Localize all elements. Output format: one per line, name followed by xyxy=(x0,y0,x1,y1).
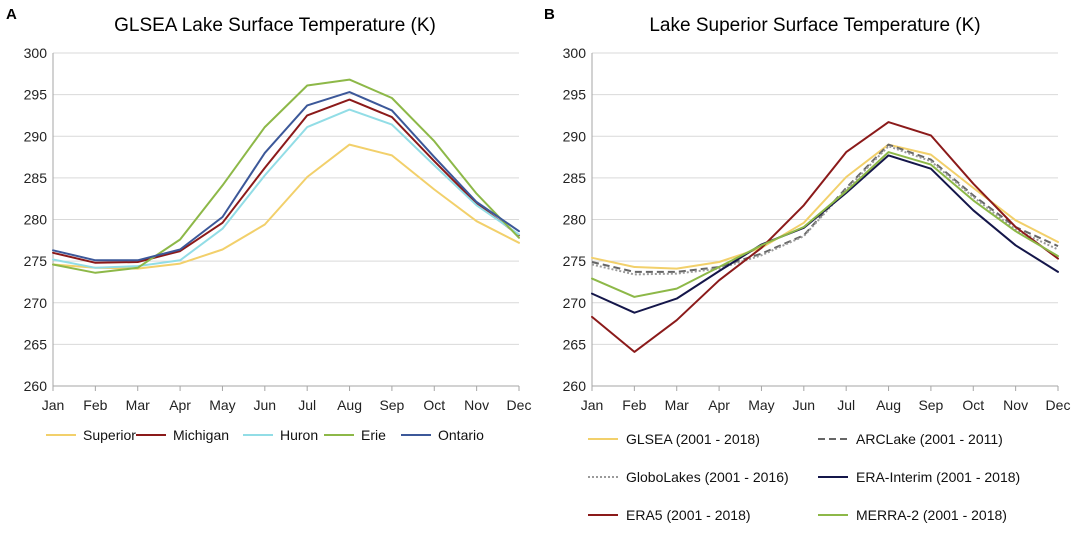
y-tick-label: 275 xyxy=(24,253,48,269)
panel-label: A xyxy=(6,6,17,23)
chart-title: Lake Superior Surface Temperature (K) xyxy=(649,15,980,36)
x-tick-label: Jan xyxy=(42,397,65,413)
y-tick-label: 280 xyxy=(24,212,48,228)
y-tick-label: 300 xyxy=(24,45,48,61)
series-line-michigan xyxy=(52,98,520,264)
legend-label: ERA5 (2001 - 2018) xyxy=(626,507,751,523)
legend-label: GLSEA (2001 - 2018) xyxy=(626,431,760,447)
y-tick-label: 270 xyxy=(24,295,48,311)
x-tick-label: Jun xyxy=(793,397,816,413)
series-line-erie xyxy=(52,78,520,274)
series-line-arclake-2001-2011 xyxy=(591,143,1059,273)
series-line-ontario xyxy=(52,91,520,262)
panel-label: B xyxy=(544,6,555,23)
legend-label: Ontario xyxy=(438,427,484,443)
x-tick-label: May xyxy=(748,397,774,413)
y-tick-label: 265 xyxy=(563,336,587,352)
y-tick-label: 285 xyxy=(24,170,48,186)
legend-label: Superior xyxy=(83,427,136,443)
legend-label: Erie xyxy=(361,427,386,443)
legend-label: Huron xyxy=(280,427,318,443)
series-line-merra-2-2001-2018 xyxy=(591,151,1059,298)
x-tick-label: Aug xyxy=(876,397,901,413)
x-tick-label: Jul xyxy=(837,397,855,413)
x-tick-label: Dec xyxy=(1046,397,1071,413)
x-tick-label: Oct xyxy=(423,397,445,413)
x-tick-label: Jan xyxy=(581,397,604,413)
y-tick-label: 260 xyxy=(563,378,587,394)
y-tick-label: 275 xyxy=(563,253,587,269)
chart-panel-a: A GLSEA Lake Surface Temperature (K) 260 26… xyxy=(6,6,531,443)
legend-label: Michigan xyxy=(173,427,229,443)
x-tick-label: Sep xyxy=(379,397,404,413)
legend-label: ARCLake (2001 - 2011) xyxy=(856,431,1003,447)
y-tick-label: 265 xyxy=(24,336,48,352)
y-tick-label: 270 xyxy=(563,295,587,311)
x-tick-label: Aug xyxy=(337,397,362,413)
legend-label: GloboLakes (2001 - 2016) xyxy=(626,469,789,485)
x-tick-label: Oct xyxy=(962,397,984,413)
y-tick-label: 290 xyxy=(24,128,48,144)
x-tick-label: Jun xyxy=(254,397,277,413)
chart-title: GLSEA Lake Surface Temperature (K) xyxy=(114,15,436,36)
x-tick-label: Apr xyxy=(169,397,191,413)
x-tick-label: Feb xyxy=(83,397,107,413)
y-tick-label: 295 xyxy=(563,87,587,103)
x-tick-label: Nov xyxy=(464,397,489,413)
x-tick-label: May xyxy=(209,397,235,413)
legend-label: ERA-Interim (2001 - 2018) xyxy=(856,469,1020,485)
chart-panel-b: B Lake Superior Surface Temperature (K) 26… xyxy=(544,6,1070,523)
x-tick-label: Nov xyxy=(1003,397,1028,413)
x-tick-label: Dec xyxy=(507,397,532,413)
x-tick-label: Jul xyxy=(298,397,316,413)
x-tick-label: Apr xyxy=(708,397,730,413)
series-line-glsea-2001-2018 xyxy=(591,143,1059,270)
x-tick-label: Mar xyxy=(126,397,150,413)
series-line-superior xyxy=(52,143,520,270)
legend-label: MERRA-2 (2001 - 2018) xyxy=(856,507,1007,523)
series-line-globolakes-2001-2016 xyxy=(591,145,1059,276)
x-tick-label: Sep xyxy=(918,397,943,413)
y-tick-label: 300 xyxy=(563,45,587,61)
series-line-era5-2001-2018 xyxy=(591,121,1059,353)
y-tick-label: 285 xyxy=(563,170,587,186)
y-tick-label: 280 xyxy=(563,212,587,228)
x-tick-label: Mar xyxy=(665,397,689,413)
y-tick-label: 290 xyxy=(563,128,587,144)
y-tick-label: 260 xyxy=(24,378,48,394)
series-line-huron xyxy=(52,108,520,269)
x-tick-label: Feb xyxy=(622,397,646,413)
y-tick-label: 295 xyxy=(24,87,48,103)
